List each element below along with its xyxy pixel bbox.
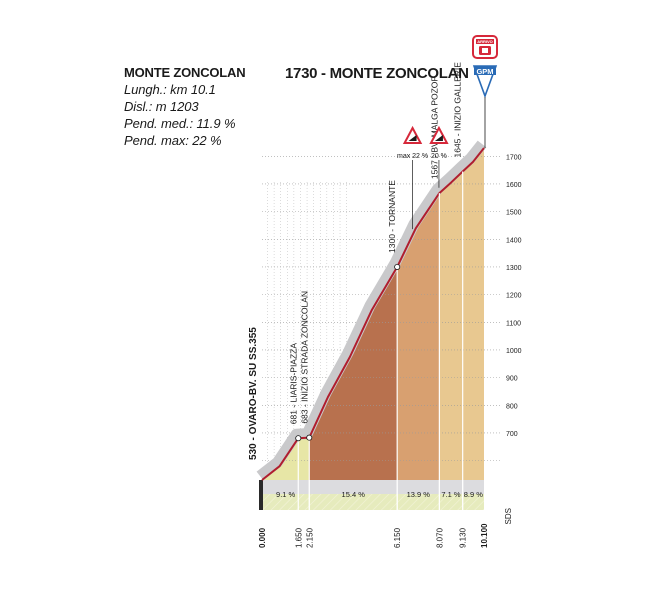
climb-elevation-gain: Disl.: m 1203: [124, 99, 199, 114]
steep-warnings: max 22 % 20 %: [397, 125, 449, 230]
elevation-tick-label: 1400: [506, 237, 522, 244]
waypoint-label: 683 - INIZIO STRADA ZONCOLAN: [299, 291, 309, 424]
segment-grade-label: 9.1 %: [276, 490, 296, 499]
sds-label: SDS: [504, 508, 513, 524]
waypoint-dot: [394, 263, 401, 270]
km-marker-label: 0.000: [258, 527, 267, 548]
elevation-tick-label: 1100: [506, 320, 521, 327]
waypoint-label: 1645 - INIZIO GALLERIE: [453, 62, 463, 158]
summit-title: 1730 - MONTE ZONCOLAN: [285, 65, 469, 82]
slope-glyph: [434, 135, 443, 141]
climb-name: MONTE ZONCOLAN: [124, 65, 246, 80]
elevation-tick-label: 1200: [506, 293, 522, 300]
elevation-tick-label: 700: [506, 431, 518, 438]
start-bar: [259, 480, 263, 510]
elevation-tick-label: 1000: [506, 348, 522, 355]
waypoint-label: 530 - OVARO-BV. SU SS.355: [248, 327, 259, 460]
climb-average-grade: Pend. med.: 11.9 %: [124, 116, 236, 131]
elevation-tick-label: 1300: [506, 265, 522, 272]
waypoint-dot: [295, 435, 302, 442]
waypoint-dot: [306, 434, 313, 441]
gradient-strip-hatch: [262, 494, 484, 510]
finish-badge: ARRIVO: [472, 35, 498, 59]
gpm-badge-label: GPM: [476, 67, 493, 76]
segment-grade-label: 8.9 %: [464, 490, 484, 499]
elevation-tick-label: 1500: [506, 210, 522, 217]
gpm-badge: GPM: [472, 65, 498, 148]
elevation-gridlines: [262, 156, 500, 470]
finish-badge-label: ARRIVO: [477, 39, 493, 44]
km-marker-label: 10.100: [480, 523, 489, 548]
km-markers: 0.000 1.650 2.150 6.150 8.070 9.130 10.100: [258, 523, 489, 548]
elevation-tick-label: 900: [506, 376, 518, 383]
waypoint-labels: 530 - OVARO-BV. SU SS.355 681 - LIARIS-PI…: [248, 62, 463, 460]
profile-segment-5: [462, 148, 484, 480]
elevation-ticks: 700 800 900 1000 1100 1200 1300 1400 1500 1600 170…: [506, 154, 522, 438]
km-marker-label: 6.150: [393, 527, 402, 548]
elevation-tick-label: 1600: [506, 182, 522, 189]
steep-warning: max 22 %: [397, 125, 428, 230]
profile-segment-4: [439, 171, 463, 480]
segment-grade-label: 15.4 %: [342, 490, 366, 499]
gradient-strip: 9.1 % 15.4 % 13.9 % 7.1 % 8.9 %: [259, 480, 484, 510]
steep-warning-label: max 22 %: [397, 153, 428, 160]
waypoint-label: 681 - LIARIS-PIAZZA: [288, 343, 298, 425]
segment-grade-label: 7.1 %: [441, 490, 461, 499]
segment-grade-label: 13.9 %: [407, 490, 431, 499]
profile-fill-layer: [262, 148, 484, 480]
road-band: [256, 140, 487, 481]
climb-info-box: MONTE ZONCOLAN Lungh.: km 10.1 Disl.: m …: [124, 64, 246, 149]
km-marker-label: 9.130: [459, 527, 468, 548]
waypoint-label: 1567 - BV. MALGA POZOF: [429, 76, 439, 179]
waypoint-label: 1300 - TORNANTE: [387, 180, 397, 253]
km-marker-label: 8.070: [435, 527, 444, 548]
slope-glyph: [408, 135, 417, 141]
waypoint-lines: [297, 171, 464, 510]
km-marker-label: 2.150: [305, 527, 314, 548]
steep-warning-icon: [429, 125, 449, 144]
profile-segment-2: [309, 266, 398, 480]
climb-max-grade: Pend. max: 22 %: [124, 133, 222, 148]
profile-segment-3: [397, 193, 440, 480]
elevation-tick-label: 1700: [506, 154, 522, 161]
steep-warning-label: 20 %: [431, 153, 447, 160]
climb-length: Lungh.: km 10.1: [124, 82, 216, 97]
elevation-tick-label: 800: [506, 403, 518, 410]
km-marker-label: 1.650: [294, 527, 303, 548]
steep-warning: 20 %: [429, 125, 449, 188]
